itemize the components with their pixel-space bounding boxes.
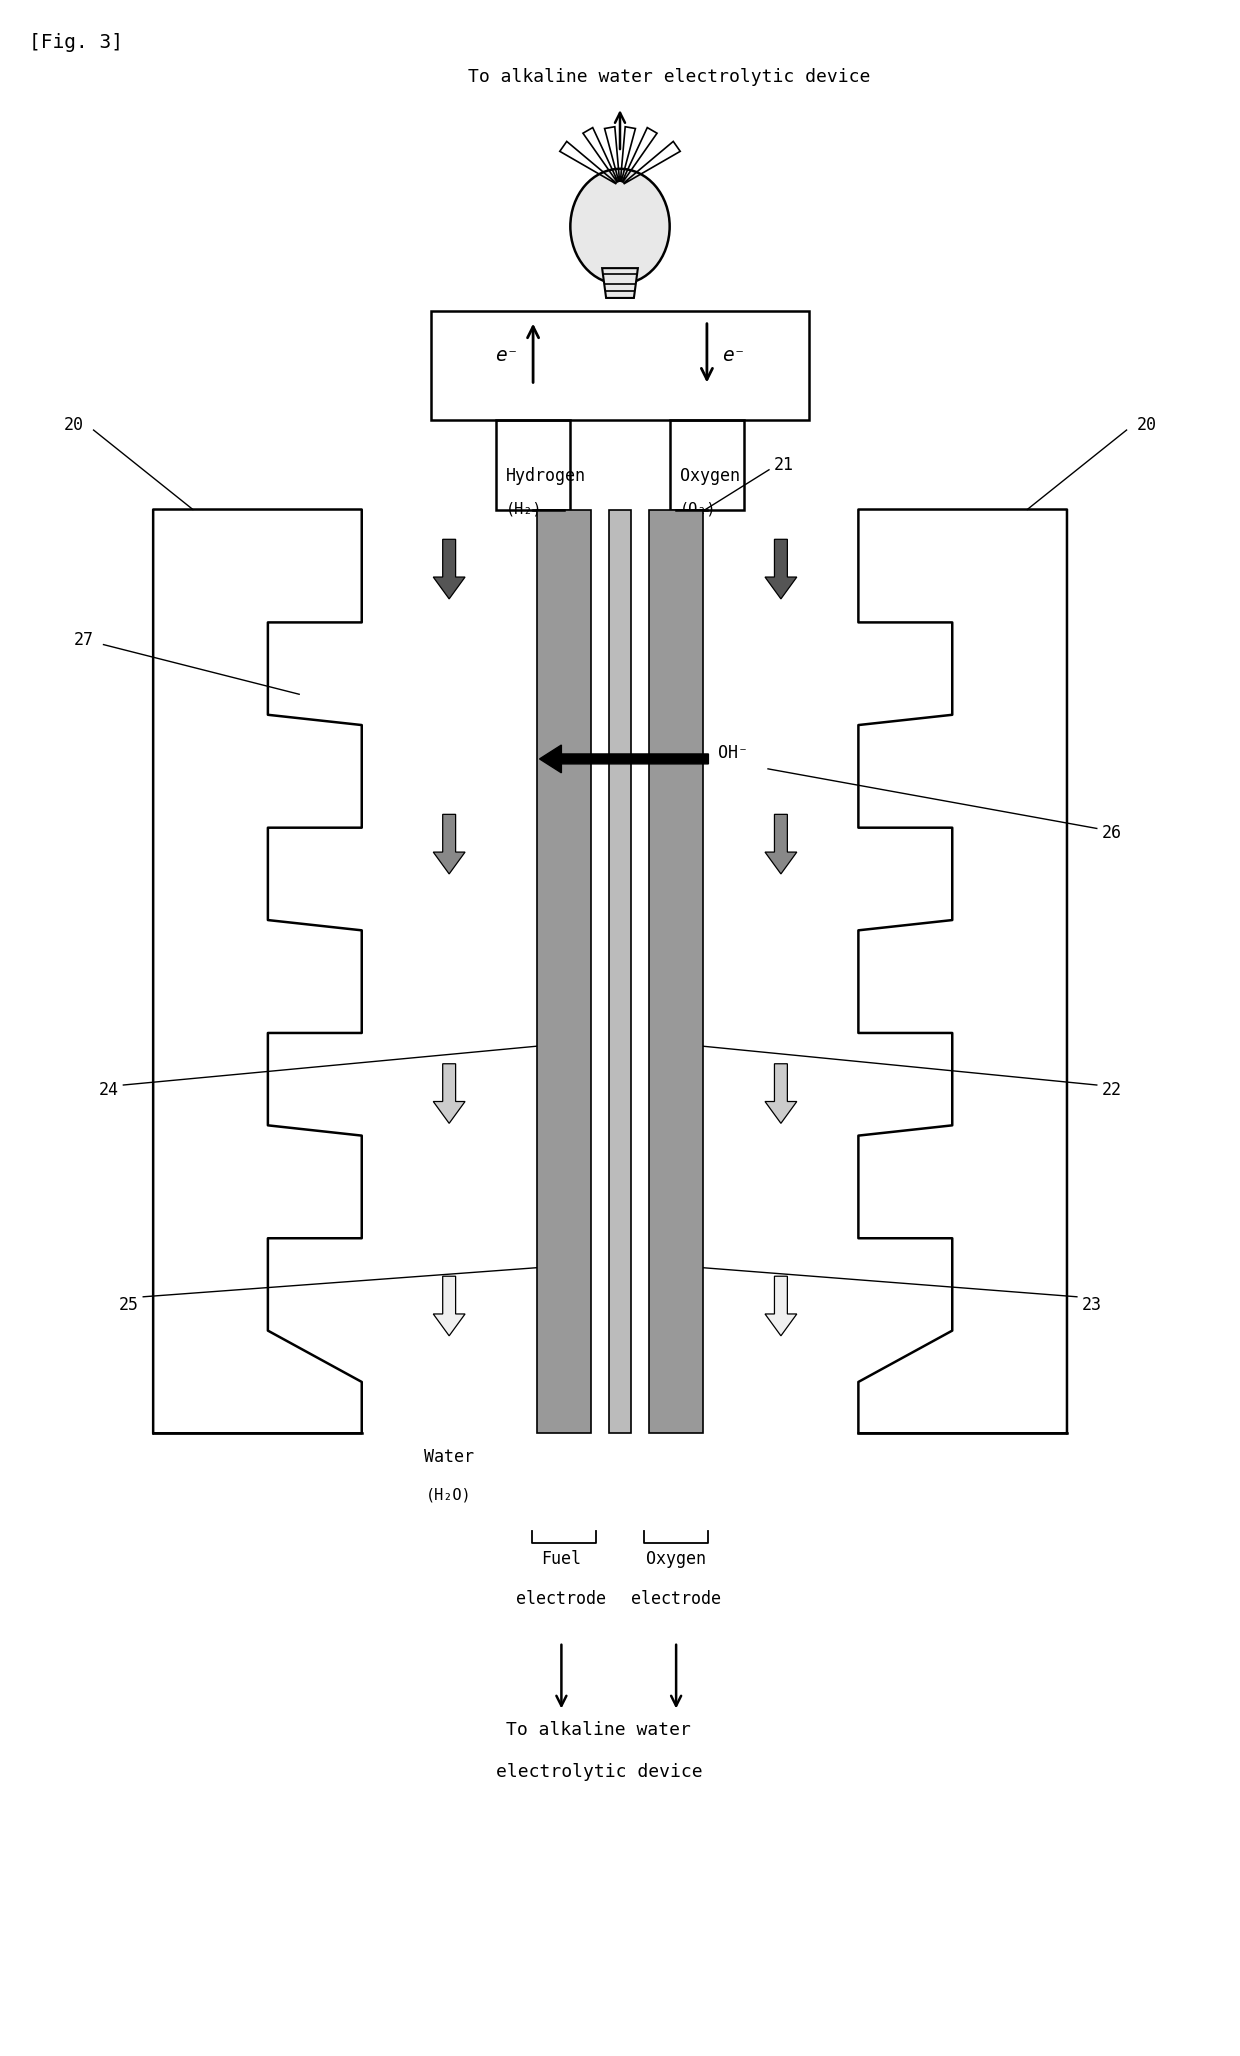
Text: 20: 20 <box>1137 415 1157 434</box>
Bar <box>537 510 591 1433</box>
Text: e⁻: e⁻ <box>722 345 745 366</box>
Polygon shape <box>765 1063 797 1123</box>
Text: To alkaline water: To alkaline water <box>506 1721 692 1739</box>
Bar <box>649 510 703 1433</box>
Text: To alkaline water electrolytic device: To alkaline water electrolytic device <box>469 68 870 86</box>
Text: 21: 21 <box>774 456 794 473</box>
Text: (O₂): (O₂) <box>680 502 715 516</box>
Text: 20: 20 <box>63 415 83 434</box>
Text: 26: 26 <box>1102 824 1122 843</box>
Text: electrode: electrode <box>516 1589 606 1608</box>
Bar <box>432 310 808 419</box>
Polygon shape <box>433 814 465 874</box>
Polygon shape <box>765 814 797 874</box>
Polygon shape <box>433 1063 465 1123</box>
Text: Oxygen: Oxygen <box>646 1550 706 1569</box>
Text: Fuel: Fuel <box>542 1550 582 1569</box>
Text: Oxygen: Oxygen <box>680 467 739 485</box>
Text: electrolytic device: electrolytic device <box>496 1764 702 1780</box>
Text: 27: 27 <box>73 631 93 648</box>
Text: [Fig. 3]: [Fig. 3] <box>29 33 123 51</box>
Text: (H₂): (H₂) <box>506 502 542 516</box>
Polygon shape <box>765 1277 797 1336</box>
Polygon shape <box>539 744 708 773</box>
Text: (H₂O): (H₂O) <box>427 1489 472 1503</box>
Text: 23: 23 <box>1081 1295 1102 1314</box>
Bar <box>496 419 570 510</box>
Text: 25: 25 <box>118 1295 138 1314</box>
Text: 24: 24 <box>98 1081 118 1100</box>
Text: e⁻: e⁻ <box>495 345 518 366</box>
Bar <box>670 419 744 510</box>
Text: electrode: electrode <box>631 1589 722 1608</box>
Polygon shape <box>603 267 637 298</box>
Polygon shape <box>433 539 465 598</box>
Polygon shape <box>433 1277 465 1336</box>
Text: Hydrogen: Hydrogen <box>506 467 585 485</box>
Text: OH⁻: OH⁻ <box>718 744 748 763</box>
Text: Water: Water <box>424 1447 474 1466</box>
Bar <box>609 510 631 1433</box>
Polygon shape <box>765 539 797 598</box>
Ellipse shape <box>570 169 670 284</box>
Text: 22: 22 <box>1102 1081 1122 1100</box>
